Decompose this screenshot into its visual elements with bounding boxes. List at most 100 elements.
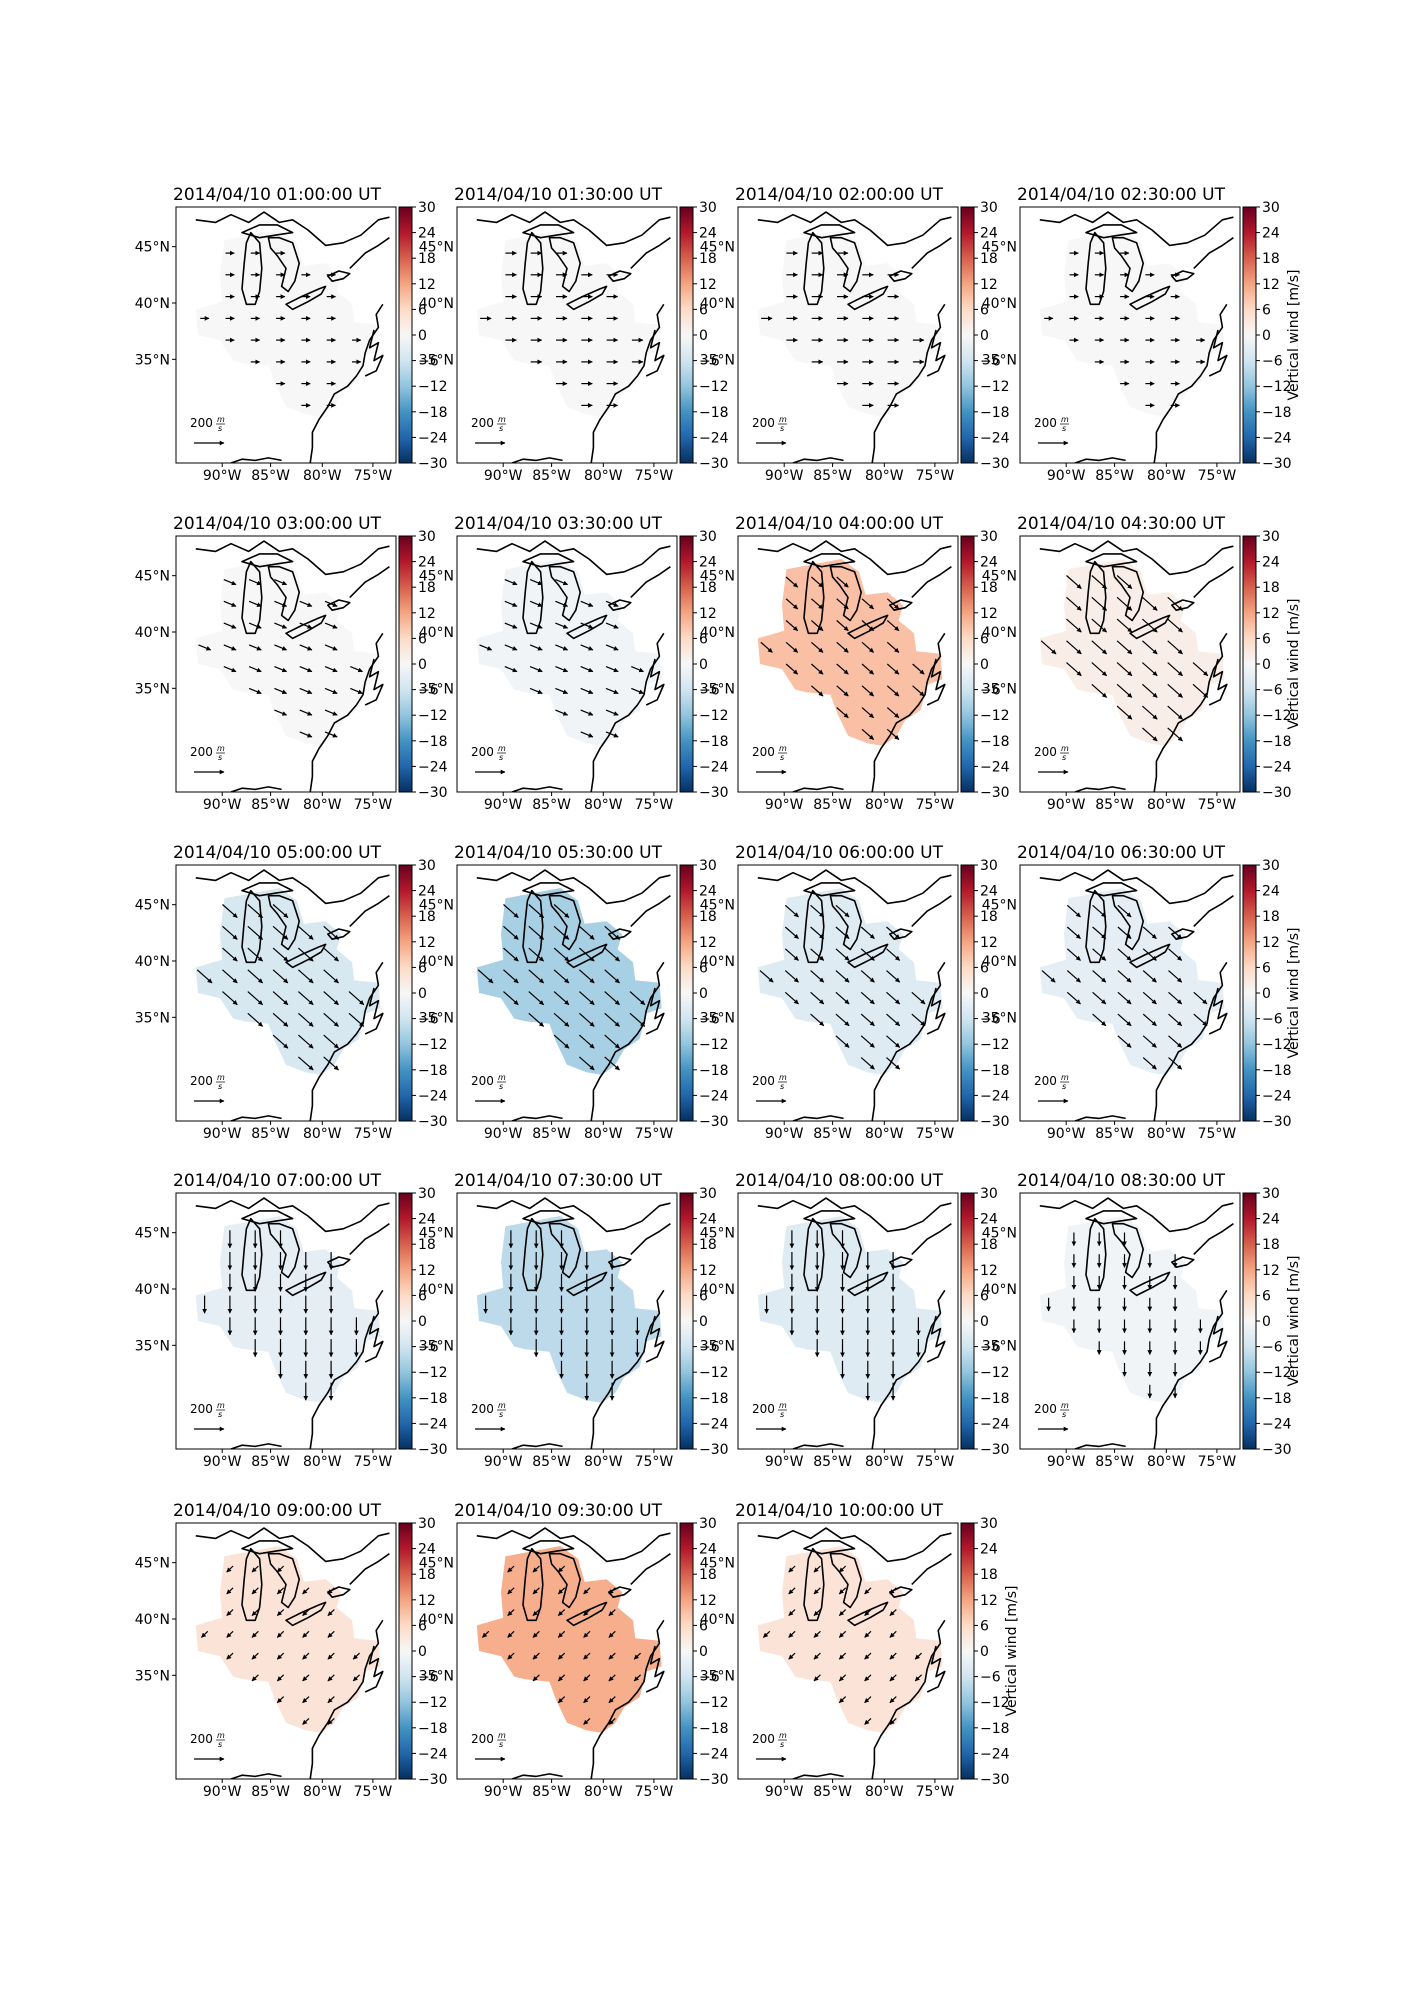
map-panel: 2014/04/10 05:00:00 UT 200 ms 45°N 40°N 35°N 9… (135, 843, 448, 1142)
quiver-key-value: 200 (190, 745, 213, 759)
wind-arrows (761, 250, 925, 408)
wind-arrow (1142, 640, 1158, 655)
colorbar-tick-label: −6 (980, 1012, 1001, 1028)
colorbar-tick-label: 6 (980, 302, 989, 318)
quiver-key-unit-top: m (779, 1401, 787, 1410)
coastline (803, 231, 825, 306)
wind-arrow (479, 644, 493, 651)
wind-arrow (860, 926, 875, 940)
lon-label: 75°W (354, 797, 393, 813)
lon-label: 80°W (584, 468, 623, 484)
coastline (757, 1527, 952, 1563)
wind-arrow (835, 904, 850, 918)
wind-arrow (886, 685, 900, 697)
colorbar-tick-label: 6 (418, 1288, 427, 1304)
colorbar-gradient (398, 535, 413, 793)
quiver-key-unit-top: m (217, 1731, 225, 1740)
lon-label: 75°W (354, 468, 393, 484)
wind-arrow (553, 1034, 570, 1049)
wind-arrow (1168, 926, 1183, 940)
colorbar-tick-label: −24 (980, 1088, 1010, 1104)
colorbar-tick-label: 6 (699, 631, 708, 647)
wind-arrow (889, 1609, 897, 1617)
wind-arrow (323, 947, 339, 962)
lon-label: 80°W (865, 468, 904, 484)
wind-arrow (608, 1696, 616, 1704)
wind-arrow (555, 644, 569, 651)
wind-arrow (247, 904, 263, 919)
quiver-key: 200 ms (471, 1401, 506, 1432)
coastline (241, 1540, 294, 1555)
quiver-key-unit-top: m (217, 1073, 225, 1082)
colorbar-tick-label: 30 (699, 1186, 717, 1202)
lon-label: 80°W (865, 1126, 904, 1142)
wind-arrow (604, 991, 620, 1006)
wind-arrow (811, 663, 824, 675)
vertical-wind-region (1039, 559, 1225, 746)
coastline (757, 869, 952, 905)
colorbar-tick-label: −30 (418, 456, 448, 472)
colorbar-tick-label: −18 (980, 405, 1010, 421)
wind-arrow (836, 598, 849, 610)
coastline (803, 882, 856, 897)
colorbar-tick-label: 30 (418, 1516, 436, 1532)
wind-arrow (274, 644, 288, 651)
wind-arrows (1046, 1232, 1203, 1399)
wind-arrow (1091, 618, 1107, 633)
wind-arrow (1117, 948, 1132, 961)
colorbar-tick-label: 6 (980, 1618, 989, 1634)
wind-arrow (302, 1587, 310, 1595)
wind-arrow (861, 620, 874, 632)
coastline (1085, 224, 1138, 239)
wind-arrow (504, 600, 518, 607)
coastline (285, 285, 327, 311)
lon-label: 90°W (1047, 1126, 1086, 1142)
lat-label: 40°N (700, 296, 735, 312)
lat-label: 45°N (700, 1226, 735, 1242)
coastline (241, 224, 294, 239)
wind-arrow (274, 709, 288, 716)
coastlines (757, 1197, 952, 1449)
colorbar-tick-label: −30 (699, 1772, 729, 1788)
colorbar-gradient (679, 206, 694, 464)
coastline (926, 1315, 946, 1363)
coastline (1193, 895, 1234, 927)
colorbar-tick-label: 12 (418, 1263, 436, 1279)
wind-arrow (886, 926, 901, 940)
lon-label: 80°W (584, 1126, 623, 1142)
wind-arrow (861, 598, 874, 610)
colorbar-tick-label: 0 (418, 1314, 427, 1330)
vertical-wind-region (757, 230, 943, 417)
colorbar: 30 24 18 12 6 0 −6 −12 −18 −24 −30 Vertical wind [m… (1242, 1186, 1302, 1458)
lon-label: 80°W (865, 797, 904, 813)
colorbar-tick-label: −30 (699, 1114, 729, 1130)
wind-arrow (247, 991, 263, 1006)
panel-title: 2014/04/10 08:00:00 UT (735, 1171, 944, 1191)
coastline (926, 1645, 946, 1693)
coastline (1208, 1315, 1228, 1363)
coastline (285, 614, 327, 640)
vertical-wind-region (195, 888, 381, 1075)
colorbar-tick-label: 12 (699, 1593, 717, 1609)
wind-arrow (811, 641, 824, 653)
colorbar-label: Vertical wind [m/s] (1286, 928, 1302, 1059)
quiver-key-value: 200 (471, 1402, 494, 1416)
colorbar-tick-label: −30 (1262, 456, 1292, 472)
wind-arrow (811, 620, 824, 632)
quiver-key-unit-top: m (498, 1731, 506, 1740)
lat-label: 35°N (419, 1338, 454, 1354)
wind-arrow (223, 666, 237, 673)
coastline (829, 1222, 862, 1279)
wind-arrow (272, 991, 289, 1006)
lat-label: 35°N (135, 1010, 170, 1026)
wind-arrow (886, 1013, 901, 1027)
wind-arrow (528, 947, 544, 962)
colorbar-gradient (679, 1522, 694, 1780)
wind-arrow (886, 991, 901, 1005)
quiver-key-value: 200 (752, 1732, 775, 1746)
colorbar-tick-label: −12 (418, 1037, 448, 1053)
quiver-key: 200 ms (752, 744, 787, 775)
quiver-key-value: 200 (190, 416, 213, 430)
wind-arrow (608, 1674, 616, 1682)
colorbar-tick-label: 12 (418, 1593, 436, 1609)
